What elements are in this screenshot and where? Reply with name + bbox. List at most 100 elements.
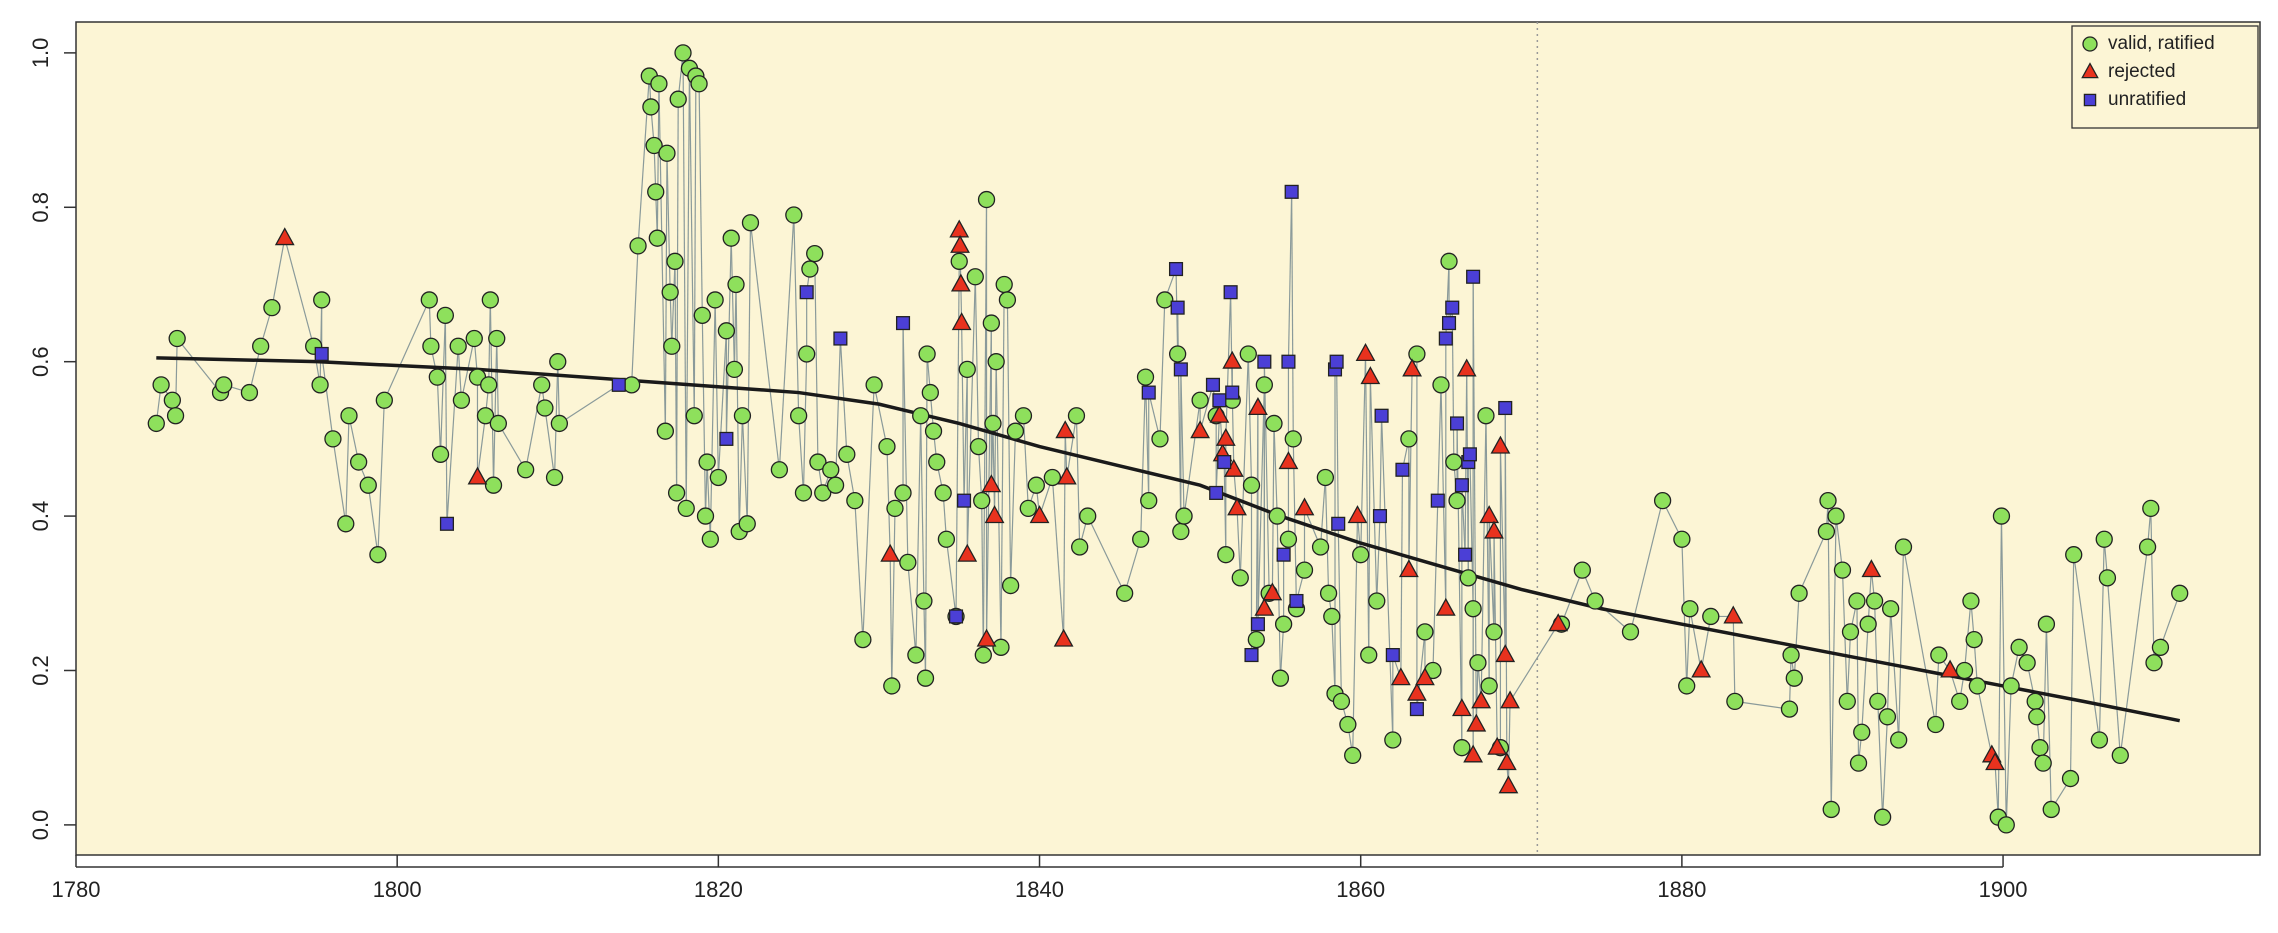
point <box>916 669 935 687</box>
connector <box>1066 415 1078 478</box>
point <box>629 237 647 255</box>
point <box>1140 491 1158 510</box>
point <box>957 493 972 508</box>
point <box>1190 420 1211 439</box>
point <box>340 407 358 425</box>
point <box>452 391 471 409</box>
connector <box>2150 508 2155 663</box>
connector <box>730 238 736 370</box>
x-tick-label: 1780 <box>52 877 101 902</box>
point <box>1209 404 1230 423</box>
point <box>1466 713 1487 732</box>
connector <box>2159 593 2181 648</box>
point <box>1407 682 1427 701</box>
point <box>1344 746 1362 765</box>
point <box>1311 538 1330 556</box>
point <box>465 329 483 348</box>
point <box>738 515 756 533</box>
point <box>1462 447 1477 462</box>
point <box>1279 530 1298 548</box>
connector <box>1734 700 1790 710</box>
connector <box>367 485 379 555</box>
connector <box>1560 569 1583 625</box>
connector <box>1010 431 1017 586</box>
point <box>1466 269 1481 284</box>
y-tick-label: 0.0 <box>28 810 53 841</box>
point <box>1471 690 1492 709</box>
connector <box>2073 554 2101 741</box>
point <box>168 329 186 348</box>
point <box>2028 708 2046 726</box>
connector <box>2069 554 2075 779</box>
connector <box>476 415 487 478</box>
point <box>1339 715 1357 734</box>
connector <box>439 315 446 455</box>
point <box>973 491 991 510</box>
point <box>1055 420 1076 439</box>
point <box>428 368 446 386</box>
point <box>481 291 499 309</box>
connector <box>1732 616 1736 702</box>
x-tick-label: 1820 <box>694 877 743 902</box>
connector <box>1689 608 1702 671</box>
point <box>1817 522 1836 541</box>
point <box>984 414 1002 433</box>
point <box>666 252 684 270</box>
point <box>690 75 708 93</box>
connector <box>1456 423 1463 748</box>
point <box>1265 414 1283 433</box>
point <box>252 337 270 355</box>
connector <box>1376 516 1381 602</box>
connector <box>741 415 748 524</box>
connector <box>1364 353 1370 656</box>
point <box>1441 316 1457 331</box>
point <box>976 628 997 647</box>
point <box>1930 646 1948 664</box>
point <box>647 183 665 201</box>
point <box>1790 584 1808 602</box>
connector <box>271 238 286 308</box>
point <box>369 546 387 564</box>
point <box>2002 677 2020 695</box>
point <box>1469 654 1487 672</box>
point <box>1853 723 1871 741</box>
connector <box>746 222 752 524</box>
connector <box>444 315 448 524</box>
point <box>1448 491 1466 510</box>
connector <box>1835 516 1844 571</box>
point <box>1459 569 1477 587</box>
connector <box>1257 384 1265 625</box>
point <box>152 376 170 394</box>
connector <box>1271 423 1275 594</box>
point <box>1173 362 1188 377</box>
connector <box>701 315 707 517</box>
connector <box>1291 191 1294 439</box>
point <box>924 422 943 440</box>
point <box>950 234 970 253</box>
point <box>1822 800 1840 819</box>
point <box>667 484 686 502</box>
point <box>1445 300 1460 315</box>
point <box>907 646 925 664</box>
point <box>1271 669 1290 687</box>
point <box>1262 582 1283 601</box>
point <box>1395 462 1410 477</box>
point <box>1254 597 1275 616</box>
point <box>966 268 984 286</box>
point <box>886 499 904 518</box>
legend <box>2071 25 2259 129</box>
point <box>883 677 901 695</box>
point <box>1865 592 1884 610</box>
point <box>1780 700 1799 718</box>
point <box>1573 561 1591 579</box>
point <box>951 312 972 331</box>
connector <box>1369 377 1378 602</box>
point <box>2018 654 2036 672</box>
point <box>1456 358 1477 377</box>
connector <box>1279 624 1285 679</box>
connector <box>332 438 347 524</box>
connector <box>2106 577 2121 756</box>
point <box>147 414 165 433</box>
point <box>701 530 719 548</box>
